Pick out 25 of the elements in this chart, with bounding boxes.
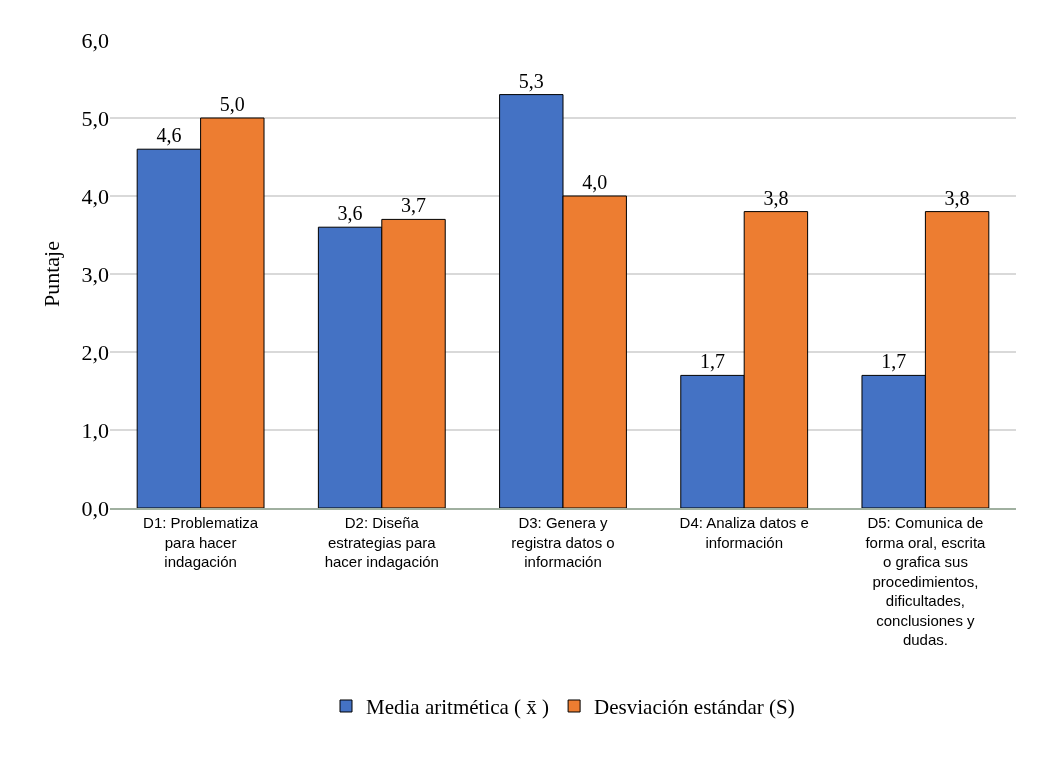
- legend-label: Desviación estándar (S): [594, 695, 795, 720]
- y-tick-label: 2,0: [81, 339, 109, 365]
- x-tick-label: D5: Comunica de forma oral, escrita o grafica sus procedimientos, dificultades, conclusiones y dudas.: [865, 514, 987, 648]
- data-label: 3,8: [763, 186, 789, 209]
- y-tick-label: 0,0: [81, 495, 109, 521]
- data-label: 4,0: [582, 171, 608, 193]
- y-tick-label: 1,0: [81, 417, 109, 443]
- data-label: 3,7: [401, 194, 427, 217]
- data-label: 1,7: [881, 350, 907, 373]
- x-tick-label: D2: Diseña estrategias para hacer indagación: [324, 514, 439, 570]
- x-tick-label: D3: Genera y registra datos o información: [511, 514, 615, 570]
- data-label: 3,6: [337, 202, 363, 225]
- data-label: 1,7: [699, 350, 725, 373]
- y-tick-label: 4,0: [81, 183, 109, 209]
- data-label: 4,6: [156, 124, 182, 147]
- y-axis-title: Puntaje: [39, 241, 65, 307]
- data-label: 5,3: [518, 69, 544, 92]
- data-label: 3,8: [944, 186, 970, 209]
- data-label: 5,0: [219, 93, 245, 115]
- y-tick-label: 5,0: [81, 105, 109, 131]
- x-tick-label: D1: Problematiza para hacer indagación: [143, 514, 259, 570]
- y-tick-label: 6,0: [81, 27, 109, 53]
- y-tick-label: 3,0: [81, 261, 109, 287]
- legend-label: Media aritmética ( x̄ ): [366, 695, 550, 720]
- x-tick-label: D4: Analiza datos e información: [679, 514, 809, 551]
